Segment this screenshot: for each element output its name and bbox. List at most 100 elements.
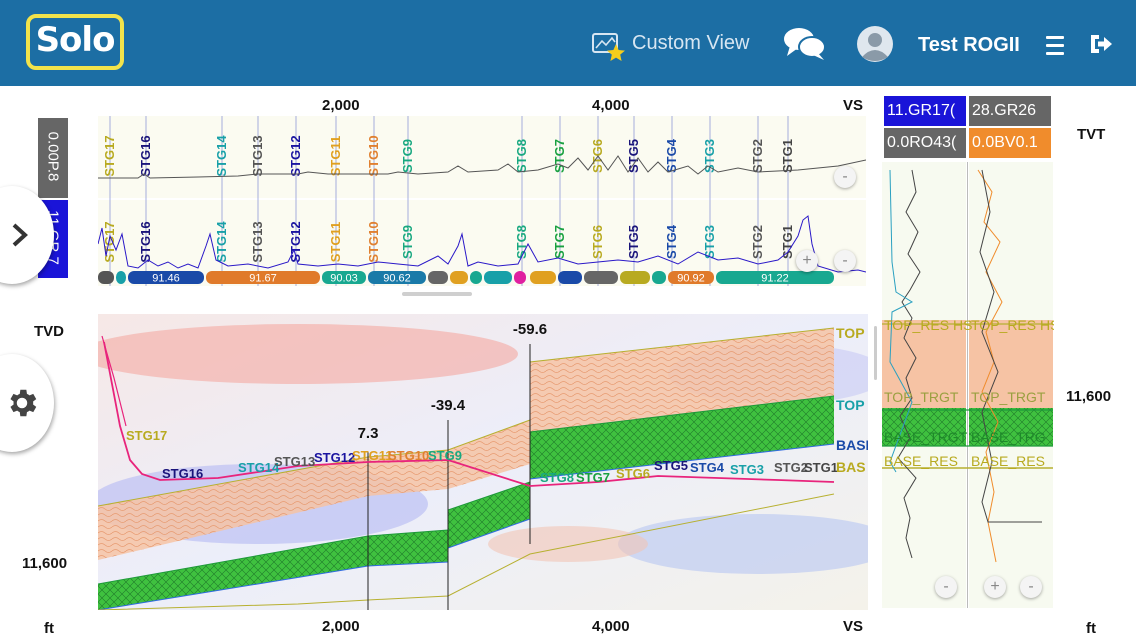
custom-view-icon[interactable] [592,32,628,62]
segment-pill[interactable] [530,271,556,284]
segment-pill[interactable] [470,271,482,284]
segment-pill[interactable] [128,271,204,284]
stage-label: STG6 [590,225,605,259]
stage-label: STG9 [400,225,415,259]
tvt-marker: BASE_TRG [971,429,1046,445]
avatar-icon[interactable] [856,25,894,63]
section-scrollbar[interactable] [874,326,877,380]
segment-pill[interactable] [98,271,114,284]
user-name[interactable]: Test ROGII [918,34,1020,56]
tvt-label: TVT [1077,126,1106,143]
main-content: 2,000 4,000 VS TVT TVD 11,600 11,600 ft … [0,86,1136,639]
stage-label: STG3 [702,225,717,259]
logout-icon[interactable] [1089,33,1113,55]
app-header: Solo Custom View Test ROGII [0,0,1136,86]
segment-value: 90.92 [677,273,705,285]
unit-label-right: ft [1086,620,1096,637]
segment-value: 90.62 [383,273,411,285]
segment-pill[interactable] [652,271,666,284]
tvt-marker: TOP_TRGT [884,389,959,405]
stage-label: STG16 [138,221,153,262]
tvt-marker: TOP_RES HS [884,317,972,333]
segment-pill[interactable] [322,271,366,284]
stage-label: STG7 [552,225,567,259]
segment-bar[interactable]: 91.46 91.67 90.03 90.62 90.92 91.22 [98,271,834,285]
stage-label: STG14 [214,221,229,263]
section-stage-label: STG13 [274,454,315,469]
stage-label: STG13 [250,135,265,176]
solo-logo[interactable]: Solo [26,14,124,70]
gr2-track-header[interactable]: 28.GR26 [969,96,1051,126]
formation-label: TOP [836,325,865,341]
hamburger-menu-icon[interactable] [1046,36,1064,60]
tvt-marker: BASE_TRGT [884,429,968,445]
section-stage-label: STG9 [428,448,462,463]
segment-pill[interactable] [620,271,650,284]
zoom-out-button-bv[interactable]: - [1020,576,1042,598]
section-stage-label: STG2 [774,460,808,475]
segment-pill[interactable] [558,271,582,284]
zoom-out-button-gr[interactable]: - [935,576,957,598]
settings-tab[interactable] [0,354,54,452]
section-stage-label: STG16 [162,466,203,481]
custom-view-link[interactable]: Custom View [632,32,750,54]
stage-labels: STG17STG17STG16STG16STG14STG14STG13STG13… [102,135,795,263]
stage-label: STG9 [400,139,415,173]
section-stage-label: STG14 [238,460,280,475]
stage-label: STG12 [288,135,303,176]
tvt-marker: BASE_RES [884,453,958,469]
segment-pill[interactable] [206,271,320,284]
section-stage-label: STG3 [730,462,764,477]
segment-pill[interactable] [514,271,526,284]
bv-track-header[interactable]: 0.0BV0.1 [969,128,1051,158]
stage-label: STG5 [626,139,641,173]
segment-pill[interactable] [450,271,468,284]
fault-offset: -39.4 [431,397,466,414]
section-stage-label: STG7 [576,470,610,485]
log-panel[interactable]: STG17STG17STG16STG16STG14STG14STG13STG13… [98,116,866,306]
segment-pill[interactable] [368,271,426,284]
tvt-marker: TOP_TRGT [971,389,1046,405]
segment-pill[interactable] [116,271,126,284]
segment-value: 90.03 [330,273,358,285]
section-stage-label: STG4 [690,460,725,475]
zoom-in-button-log[interactable]: + [796,250,818,272]
segment-pill[interactable] [484,271,512,284]
vs-tick-bottom-1: 2,000 [322,618,360,635]
zoom-out-button-top[interactable]: - [834,166,856,188]
fault-offset: -59.6 [513,321,547,338]
segment-pill[interactable] [668,271,714,284]
unit-label-left: ft [44,620,54,637]
formation-labels: TOP TOP BASE BAS [836,325,868,475]
fault-offset: 7.3 [358,425,379,442]
vs-tick-top-1: 2,000 [322,97,360,114]
log-scale-label-top: 0.00P.8 [44,131,62,182]
tvt-marker: TOP_RES HS [971,317,1054,333]
stage-label: STG8 [514,225,529,259]
vs-tick-bottom-2: 4,000 [592,618,630,635]
section-stage-label: STG6 [616,466,650,481]
ro-track-header[interactable]: 0.0RO43( [884,128,966,158]
section-stage-label: STG12 [314,450,355,465]
segment-pill[interactable] [584,271,618,284]
section-stage-label: STG8 [540,470,574,485]
stage-label: STG7 [552,139,567,173]
logo-text: Solo [35,20,116,60]
stage-label: STG8 [514,139,529,173]
stage-label: STG11 [328,136,343,176]
zoom-out-button-log[interactable]: - [834,250,856,272]
segment-pill[interactable] [716,271,834,284]
stage-lines [109,116,789,286]
section-stage-label: STG17 [126,428,167,443]
zoom-in-button-bv[interactable]: + [984,576,1006,598]
formation-label: BAS [836,459,866,475]
segment-pill[interactable] [428,271,448,284]
gr-track-header[interactable]: 11.GR17( [884,96,966,126]
chat-icon[interactable] [782,26,828,62]
log-scale-box-top[interactable]: 0.00P.8 [38,118,68,198]
section-stage-label: STG5 [654,458,688,473]
stage-label: STG4 [664,138,679,173]
